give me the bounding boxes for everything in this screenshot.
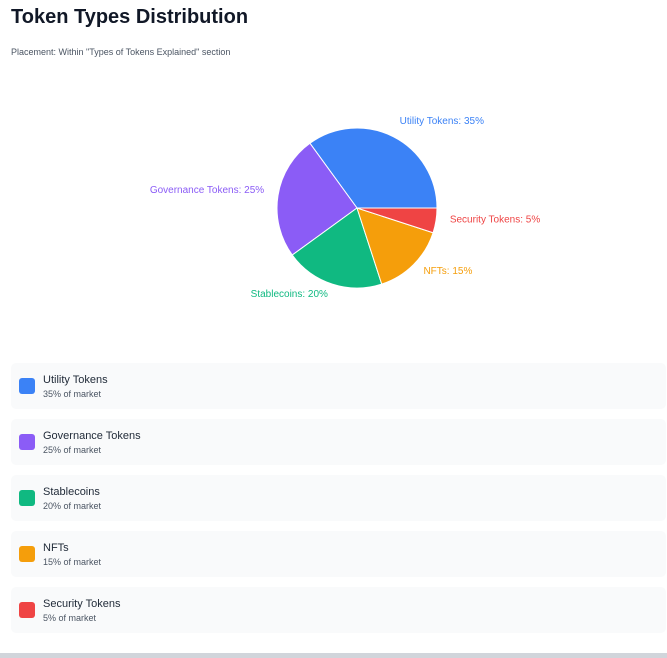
pie-slice-utility-tokens[interactable]: [309, 127, 438, 209]
color-swatch: [19, 490, 35, 506]
legend-item: Utility Tokens 35% of market: [11, 363, 666, 409]
token-type-name: Governance Tokens: [43, 430, 141, 442]
horizontal-scrollbar[interactable]: [0, 653, 667, 658]
legend-item: Governance Tokens 25% of market: [11, 419, 666, 465]
market-share: 25% of market: [43, 445, 102, 455]
market-share: 5% of market: [43, 613, 97, 623]
market-share: 20% of market: [43, 501, 102, 511]
slice-label: Stablecoins: 20%: [251, 289, 328, 300]
pie-chart: Utility Tokens: 35% Governance Tokens: 25…: [150, 116, 541, 300]
slice-label: Utility Tokens: 35%: [400, 116, 484, 127]
market-share: 35% of market: [43, 389, 102, 399]
pie-slice-stablecoins[interactable]: [291, 207, 383, 289]
legend-item: NFTs 15% of market: [11, 531, 666, 577]
slice-label: Security Tokens: 5%: [450, 214, 541, 225]
color-swatch: [19, 434, 35, 450]
page-title: Token Types Distribution: [11, 6, 249, 28]
slice-label: Governance Tokens: 25%: [150, 185, 264, 196]
slice-label: NFTs: 15%: [423, 266, 472, 277]
color-swatch: [19, 378, 35, 394]
color-swatch: [19, 602, 35, 618]
pie-slice-security-tokens[interactable]: [356, 207, 438, 234]
market-share: 15% of market: [43, 557, 102, 567]
placement-note: Placement: Within "Types of Tokens Expla…: [11, 47, 231, 57]
token-type-name: NFTs: [43, 542, 69, 554]
pie-slice-governance-tokens[interactable]: [276, 142, 358, 256]
token-type-name: Utility Tokens: [43, 374, 108, 386]
color-swatch: [19, 546, 35, 562]
token-type-name: Security Tokens: [43, 598, 121, 610]
legend-item: Security Tokens 5% of market: [11, 587, 666, 633]
token-type-name: Stablecoins: [43, 486, 100, 498]
legend-item: Stablecoins 20% of market: [11, 475, 666, 521]
